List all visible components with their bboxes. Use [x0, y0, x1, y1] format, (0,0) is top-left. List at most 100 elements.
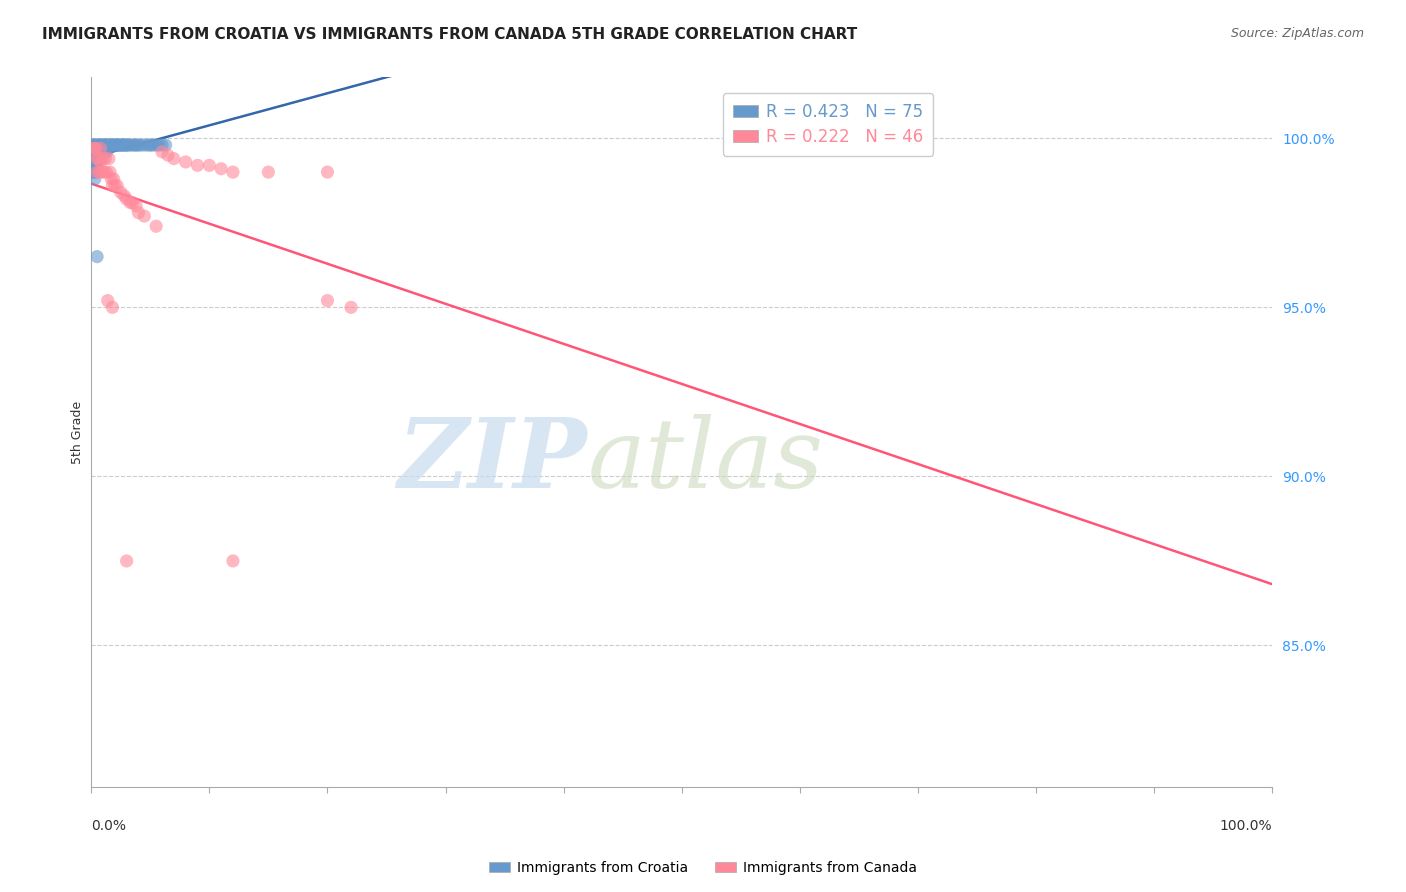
Legend: R = 0.423   N = 75, R = 0.222   N = 46: R = 0.423 N = 75, R = 0.222 N = 46: [723, 93, 934, 155]
Text: 0.0%: 0.0%: [91, 820, 127, 833]
Point: [127, 138, 149, 153]
Point: [84, 158, 107, 172]
Point: [83, 172, 105, 186]
Text: 100.0%: 100.0%: [1220, 820, 1272, 833]
Point: [86, 152, 108, 166]
Point: [83, 152, 105, 166]
Point: [104, 138, 127, 153]
Point: [112, 138, 135, 153]
Point: [120, 195, 142, 210]
Point: [91, 152, 114, 166]
Point: [125, 138, 148, 153]
Point: [93, 138, 115, 153]
Point: [87, 152, 110, 166]
Point: [84, 152, 107, 166]
Point: [84, 138, 107, 153]
Point: [117, 138, 139, 153]
Point: [136, 138, 159, 153]
Point: [127, 205, 149, 219]
Point: [150, 138, 173, 153]
Point: [91, 145, 114, 159]
Point: [129, 138, 152, 153]
Point: [114, 138, 136, 153]
Point: [83, 158, 105, 172]
Point: [124, 138, 146, 153]
Point: [96, 145, 118, 159]
Point: [93, 145, 115, 159]
Point: [103, 172, 125, 186]
Text: Source: ZipAtlas.com: Source: ZipAtlas.com: [1230, 27, 1364, 40]
Point: [134, 209, 156, 223]
Point: [90, 145, 112, 159]
Point: [89, 145, 111, 159]
Point: [91, 138, 114, 153]
Point: [174, 155, 197, 169]
Point: [84, 165, 107, 179]
Y-axis label: 5th Grade: 5th Grade: [72, 401, 84, 464]
Point: [198, 158, 221, 172]
Point: [96, 138, 118, 153]
Point: [94, 145, 117, 159]
Point: [90, 138, 112, 153]
Point: [89, 152, 111, 166]
Point: [82, 138, 104, 153]
Point: [115, 192, 138, 206]
Point: [83, 138, 105, 153]
Point: [110, 186, 132, 200]
Point: [83, 141, 105, 155]
Point: [97, 293, 120, 308]
Point: [83, 158, 105, 172]
Point: [90, 141, 112, 155]
Point: [87, 145, 110, 159]
Point: [86, 152, 108, 166]
Point: [97, 152, 120, 166]
Point: [120, 138, 142, 153]
Point: [101, 178, 124, 193]
Point: [103, 138, 125, 153]
Point: [107, 138, 129, 153]
Text: IMMIGRANTS FROM CROATIA VS IMMIGRANTS FROM CANADA 5TH GRADE CORRELATION CHART: IMMIGRANTS FROM CROATIA VS IMMIGRANTS FR…: [42, 27, 858, 42]
Point: [87, 138, 110, 153]
Point: [82, 145, 104, 159]
Point: [155, 138, 177, 153]
Point: [163, 152, 186, 166]
Point: [83, 138, 105, 153]
Point: [87, 152, 110, 166]
Point: [100, 172, 122, 186]
Point: [105, 178, 128, 193]
Point: [156, 148, 179, 162]
Point: [83, 141, 105, 155]
Point: [134, 138, 156, 153]
Point: [104, 178, 127, 193]
Point: [222, 165, 245, 179]
Point: [83, 145, 105, 159]
Point: [83, 165, 105, 179]
Point: [316, 165, 339, 179]
Point: [83, 152, 105, 166]
Point: [110, 138, 132, 153]
Point: [83, 165, 105, 179]
Point: [105, 138, 128, 153]
Point: [90, 138, 112, 153]
Point: [86, 158, 108, 172]
Point: [112, 188, 135, 202]
Point: [145, 138, 167, 153]
Point: [90, 165, 112, 179]
Point: [86, 250, 108, 264]
Point: [115, 554, 138, 568]
Point: [115, 138, 138, 153]
Point: [93, 165, 115, 179]
Point: [101, 301, 124, 315]
Point: [148, 138, 170, 153]
Point: [125, 199, 148, 213]
Point: [90, 155, 112, 169]
Text: atlas: atlas: [588, 414, 824, 508]
Point: [90, 145, 112, 159]
Point: [100, 138, 122, 153]
Point: [82, 152, 104, 166]
Point: [94, 152, 117, 166]
Point: [142, 138, 165, 153]
Point: [82, 158, 104, 172]
Point: [89, 138, 111, 153]
Point: [316, 293, 339, 308]
